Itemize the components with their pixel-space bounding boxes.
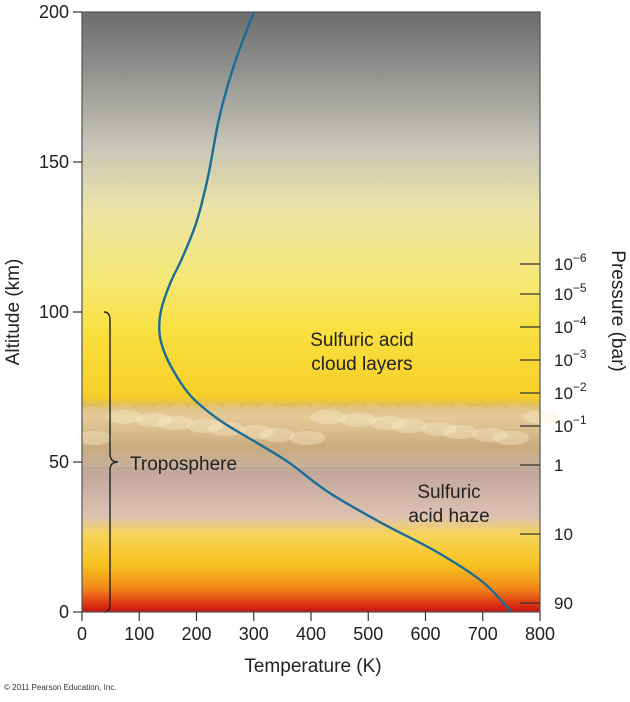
- credit-text: © 2011 Pearson Education, Inc.: [4, 683, 116, 692]
- troposphere-brace: [103, 311, 119, 613]
- x-tick-label: 200: [181, 624, 211, 644]
- y-tick-label: 200: [39, 2, 69, 22]
- pressure-tick-label: 10−5: [554, 281, 587, 304]
- y-axis-label: Altitude (km): [3, 259, 24, 366]
- series-group: [158, 11, 513, 613]
- y-tick-label: 150: [39, 152, 69, 172]
- cloud-puff: [442, 425, 478, 439]
- cloud-puff: [187, 419, 223, 433]
- troposphere-label: Troposphere: [130, 454, 237, 475]
- cloud-puff: [259, 428, 295, 442]
- x-axis-label: Temperature (K): [244, 656, 381, 677]
- cloud-puff: [157, 416, 193, 430]
- cloud-puff: [208, 422, 244, 436]
- x-tick-label: 700: [468, 624, 498, 644]
- pressure-tick-label: 10−1: [554, 413, 587, 436]
- cloud-puff: [493, 431, 529, 445]
- pressure-tick-label: 90: [554, 594, 573, 613]
- temperature-profile-line: [158, 11, 513, 613]
- axes-group: 0 100 200 300 400 500 600 700 800 0 50 100 150 200 90 1…: [39, 2, 587, 644]
- cloud-puff: [472, 428, 508, 442]
- pressure-tick-label: 10−6: [554, 251, 587, 274]
- cloud-puff: [106, 410, 142, 424]
- pressure-axis-label: Pressure (bar): [607, 250, 628, 371]
- cloud-puff: [136, 413, 172, 427]
- pressure-tick-label: 10−2: [554, 380, 587, 403]
- x-tick-label: 0: [77, 624, 87, 644]
- y-tick-label: 100: [39, 302, 69, 322]
- cloud-puff: [340, 413, 376, 427]
- x-tick-label: 300: [239, 624, 269, 644]
- haze-label: acid haze: [408, 506, 489, 527]
- x-tick-label: 400: [296, 624, 326, 644]
- cloud-puff: [310, 410, 346, 424]
- pressure-tick-label: 10: [554, 525, 573, 544]
- x-tick-label: 100: [124, 624, 154, 644]
- pressure-tick-label: 10−4: [554, 314, 587, 337]
- atmosphere-background: [82, 12, 540, 612]
- plot-area: Sulfuric acid cloud layers Sulfuric acid ha…: [39, 2, 587, 644]
- pressure-tick-label: 10−3: [554, 347, 587, 370]
- cloud-layer-shape: [82, 401, 540, 468]
- x-tick-label: 800: [525, 624, 555, 644]
- cloud-band: [76, 401, 559, 469]
- cloud-layers-label: Sulfuric acid: [310, 330, 414, 351]
- x-tick-label: 600: [410, 624, 440, 644]
- y-tick-label: 50: [49, 452, 69, 472]
- cloud-layers-label: cloud layers: [311, 354, 412, 375]
- cloud-puff: [391, 419, 427, 433]
- cloud-puff: [238, 425, 274, 439]
- cloud-puff: [421, 422, 457, 436]
- cloud-puff: [76, 431, 112, 445]
- y-tick-label: 0: [59, 602, 69, 622]
- cloud-puff: [523, 410, 559, 424]
- annotations-group: Sulfuric acid cloud layers Sulfuric acid ha…: [103, 311, 490, 613]
- cloud-puff: [370, 416, 406, 430]
- haze-label: Sulfuric: [417, 482, 480, 503]
- pressure-tick-label: 1: [554, 456, 563, 475]
- x-tick-label: 500: [353, 624, 383, 644]
- cloud-puff: [289, 431, 325, 445]
